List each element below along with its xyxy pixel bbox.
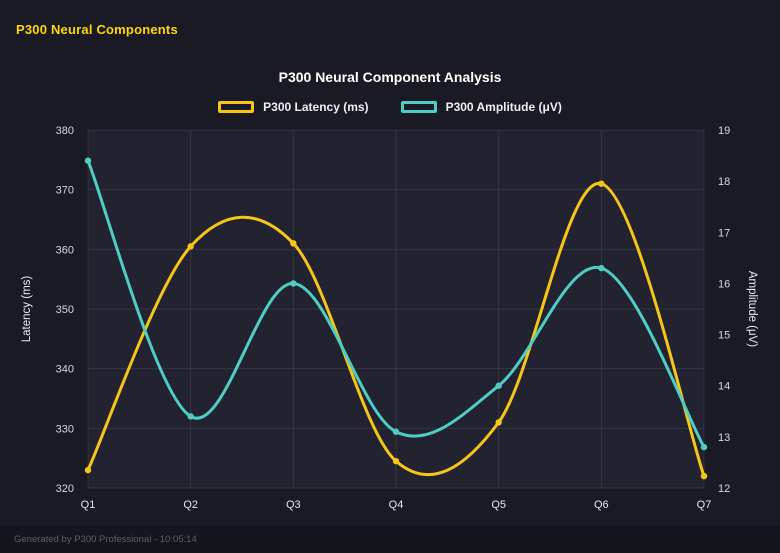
legend-label-latency: P300 Latency (ms)	[263, 100, 369, 114]
y-left-tick-label: 370	[56, 185, 74, 197]
chart-title: P300 Neural Component Analysis	[278, 69, 502, 85]
y-right-tick-label: 17	[718, 227, 730, 239]
y-right-tick-label: 15	[718, 330, 730, 342]
legend-item-amplitude[interactable]: P300 Amplitude (μV)	[400, 100, 562, 114]
y-left-tick-label: 380	[56, 125, 74, 137]
x-tick-label: Q3	[286, 499, 301, 511]
y-right-tick-label: 18	[718, 176, 730, 188]
x-tick-label: Q2	[183, 499, 198, 511]
x-tick-label: Q6	[594, 499, 609, 511]
y-left-tick-label: 350	[56, 304, 74, 316]
data-point-q5-latency[interactable]	[495, 419, 502, 426]
x-tick-label: Q1	[81, 499, 96, 511]
y-left-tick-label: 320	[56, 483, 74, 495]
data-point-q6-latency[interactable]	[598, 180, 605, 187]
y-right-tick-label: 12	[718, 483, 730, 495]
gridlines	[87, 129, 705, 489]
page-title: P300 Neural Components	[16, 22, 178, 37]
y-left-tick-label: 340	[56, 364, 74, 376]
data-point-q3-latency[interactable]	[290, 240, 297, 247]
y-axis-left-labels: 320 330 340 350 360 370 380	[56, 125, 74, 495]
data-point-q3-amplitude[interactable]	[290, 280, 297, 287]
legend-item-latency[interactable]: P300 Latency (ms)	[218, 100, 369, 114]
y-axis-right-title: Amplitude (μV)	[746, 271, 758, 347]
y-right-tick-label: 14	[718, 381, 730, 393]
y-left-tick-label: 360	[56, 244, 74, 256]
plot-area	[88, 130, 704, 488]
data-point-q7-latency[interactable]	[700, 472, 708, 480]
x-tick-label: Q5	[491, 499, 506, 511]
y-right-tick-label: 16	[718, 278, 730, 290]
y-axis-right-labels: 12 13 14 15 16 17 18 19	[718, 125, 730, 495]
status-bar: Generated by P300 Professional - 10:05:1…	[0, 525, 780, 553]
data-point-q4-latency[interactable]	[392, 457, 400, 465]
generated-by-text: Generated by P300 Professional - 10:05:1…	[14, 533, 197, 545]
data-point-q1-latency[interactable]	[84, 466, 92, 474]
amplitude-legend-swatch-icon	[400, 101, 437, 113]
data-point-q5-amplitude[interactable]	[495, 382, 502, 389]
data-point-q2-latency[interactable]	[187, 243, 194, 250]
data-point-q4-amplitude[interactable]	[392, 428, 400, 435]
x-tick-label: Q4	[389, 499, 404, 511]
x-tick-label: Q7	[697, 499, 712, 511]
data-point-q7-amplitude[interactable]	[700, 443, 708, 451]
y-left-tick-label: 330	[56, 423, 74, 435]
data-point-q1-amplitude[interactable]	[84, 157, 92, 164]
latency-legend-swatch-icon	[218, 101, 255, 113]
chart-legend: P300 Latency (ms) P300 Amplitude (μV)	[0, 100, 780, 114]
data-point-q2-amplitude[interactable]	[187, 413, 194, 420]
data-point-q6-amplitude[interactable]	[598, 264, 605, 272]
y-right-tick-label: 19	[718, 125, 730, 137]
x-axis-labels: Q1 Q2 Q3 Q4 Q5 Q6 Q7	[81, 499, 712, 511]
legend-label-amplitude: P300 Amplitude (μV)	[445, 100, 562, 114]
y-axis-left-title: Latency (ms)	[21, 276, 33, 343]
y-right-tick-label: 13	[718, 432, 730, 444]
